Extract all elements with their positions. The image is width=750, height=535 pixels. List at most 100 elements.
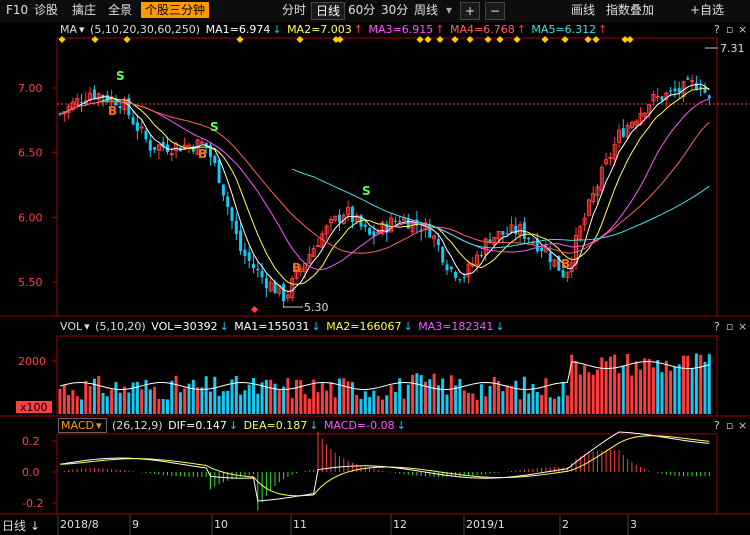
period-switch-button[interactable]: 日线 ↓ — [2, 519, 40, 533]
volume-bar — [561, 382, 565, 414]
diagnose-button[interactable]: 诊股 — [34, 3, 59, 17]
candle-down — [161, 141, 165, 147]
candle-down — [527, 237, 531, 240]
macd-help-icon[interactable]: ? — [714, 419, 720, 432]
volume-bar — [596, 369, 599, 414]
volume-bar — [647, 358, 651, 414]
volume-bar — [239, 394, 243, 414]
candle-down — [488, 239, 492, 243]
candle-up — [647, 104, 652, 114]
event-marker — [496, 35, 504, 44]
zoom-in-button[interactable]: + — [460, 2, 480, 20]
candle-up — [586, 199, 591, 216]
panorama-button[interactable]: 全景 — [108, 3, 133, 17]
ma-selector[interactable]: MA ▾ — [60, 23, 85, 36]
candle-down — [445, 264, 449, 271]
candle-down — [479, 254, 483, 257]
vol-close-icon[interactable]: × — [738, 320, 748, 333]
volume-bar — [488, 385, 492, 414]
macd-axis-label: 0.2 — [22, 435, 40, 448]
candle-down — [436, 238, 440, 246]
volume-bar — [88, 386, 92, 414]
volume-bar — [492, 376, 496, 414]
candle-up — [354, 215, 359, 222]
volume-bar — [58, 389, 62, 414]
volume-bar — [677, 364, 681, 414]
close-icon[interactable]: × — [738, 23, 748, 36]
help-icon[interactable]: ? — [714, 23, 720, 36]
event-marker — [484, 35, 492, 44]
volume-bar — [436, 385, 440, 414]
candle-up — [475, 254, 480, 266]
volume-bar — [342, 378, 346, 414]
candle-down — [135, 122, 139, 131]
vol-settings-icon[interactable]: ▫ — [726, 320, 734, 333]
event-marker — [513, 35, 521, 44]
volume-bar — [355, 394, 359, 414]
candle-up — [496, 230, 501, 240]
volume-bar — [101, 392, 105, 414]
volume-bar — [329, 382, 333, 414]
candle-up — [642, 112, 647, 117]
volume-bar — [290, 398, 294, 414]
vol-help-icon[interactable]: ? — [714, 320, 720, 333]
settings-icon[interactable]: ▫ — [726, 23, 734, 36]
draw-line-button[interactable]: 画线 — [571, 3, 596, 17]
vol-selector[interactable]: VOL ▾ — [60, 320, 90, 333]
volume-bar — [402, 398, 406, 414]
candle-down — [368, 227, 372, 235]
tab-daily[interactable]: 日线 — [311, 2, 346, 20]
candle-down — [118, 106, 122, 109]
low-price-label: 5.30 — [304, 301, 329, 314]
candle-down — [127, 98, 131, 116]
candle-up — [578, 225, 583, 240]
candle-down — [92, 89, 96, 99]
x-label-2018-8: 2018/8 — [60, 518, 99, 531]
candle-down — [247, 252, 251, 261]
stock-three-minutes-button[interactable]: 个股三分钟 — [141, 2, 210, 18]
f10-button[interactable]: F10 — [6, 3, 29, 17]
sell-signal: S — [362, 184, 371, 198]
volume-bar — [153, 386, 157, 414]
tab-intraday[interactable]: 分时 — [282, 3, 307, 17]
volume-bar — [553, 398, 556, 414]
period-dropdown-icon[interactable]: ▾ — [446, 3, 453, 17]
macd-close-icon[interactable]: × — [738, 419, 748, 432]
volume-bar — [522, 376, 526, 414]
tab-weekly[interactable]: 周线 — [414, 3, 439, 17]
candle-down — [501, 231, 505, 235]
candle-down — [209, 144, 212, 158]
volume-bar — [432, 373, 436, 414]
ma3-value: MA3=6.915 — [368, 23, 434, 36]
candle-up — [651, 93, 656, 102]
volume-bar — [393, 391, 397, 414]
candle-up — [70, 101, 75, 110]
volume-bar — [540, 394, 544, 414]
volume-bar — [338, 378, 341, 414]
candle-up — [169, 153, 174, 156]
candle-down — [428, 224, 432, 238]
buy-signal: B — [198, 147, 207, 161]
volume-bar — [514, 380, 518, 414]
vol-params: (5,10,20) — [95, 320, 146, 333]
index-overlay-button[interactable]: 指数叠加 — [606, 3, 655, 17]
macd-selector[interactable]: MACD ▾ — [58, 418, 107, 433]
vol-ma1-value: MA1=155031 — [234, 320, 310, 333]
catch-dealer-button[interactable]: 擒庄 — [72, 3, 97, 17]
macd-params: (26,12,9) — [112, 419, 163, 432]
candle-down — [372, 231, 376, 237]
tab-60min[interactable]: 60分 — [348, 3, 376, 17]
add-favorite-button[interactable]: +自选 — [690, 3, 725, 17]
volume-bar — [449, 375, 453, 414]
tab-30min[interactable]: 30分 — [381, 3, 409, 17]
volume-bar — [583, 365, 587, 414]
volume-bar — [363, 391, 367, 414]
ma1-value: MA1=6.974 — [205, 23, 271, 36]
macd-settings-icon[interactable]: ▫ — [726, 419, 734, 432]
zoom-out-button[interactable]: − — [485, 2, 505, 20]
buy-signal: B — [561, 257, 570, 271]
candle-up — [389, 217, 394, 233]
candle-down — [213, 156, 217, 164]
volume-bar — [639, 369, 642, 414]
